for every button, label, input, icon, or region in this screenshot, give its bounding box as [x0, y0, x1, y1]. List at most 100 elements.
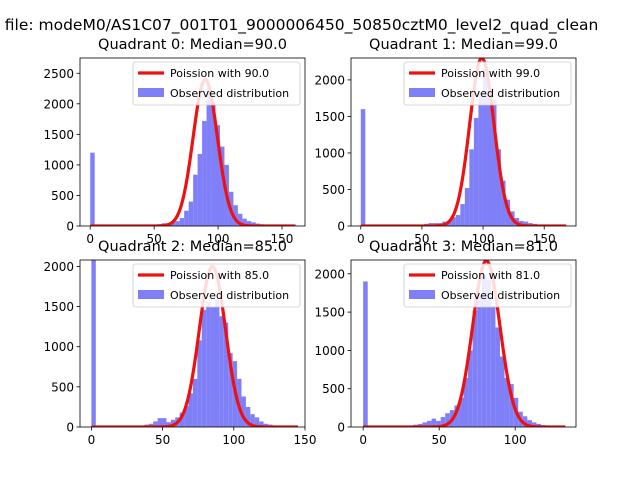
histogram-bar	[519, 220, 524, 226]
y-tick-label: 2000	[43, 260, 74, 274]
x-tick-label: 150	[533, 232, 556, 246]
y-tick-label: 2000	[314, 267, 345, 281]
histogram-bar	[491, 100, 497, 226]
histogram-bar	[458, 397, 464, 427]
x-tick-label: 50	[414, 232, 429, 246]
histogram-bar	[468, 350, 473, 427]
histogram-bar	[427, 420, 432, 427]
histogram-bar	[460, 204, 465, 226]
axes-frame	[350, 57, 577, 227]
y-tick-label: 500	[322, 183, 345, 197]
histogram-bar	[454, 405, 459, 427]
histogram-bar	[197, 153, 203, 226]
x-tick-label: 0	[357, 232, 365, 246]
histogram-bar	[184, 406, 189, 427]
histogram-bar	[210, 306, 215, 427]
histogram-bar	[211, 102, 216, 226]
legend-line-label: Poission with 81.0	[441, 269, 540, 282]
y-tick-label: 0	[66, 421, 74, 435]
histogram-bar	[206, 86, 212, 226]
legend-box	[403, 61, 572, 106]
histogram-bar	[170, 221, 176, 226]
y-tick-label: 0	[337, 220, 345, 234]
x-tick-label: 0	[88, 433, 96, 447]
y-tick-label: 2500	[43, 67, 74, 81]
histogram-bar	[206, 301, 211, 427]
histogram-bar	[242, 218, 247, 226]
histogram-bar	[422, 422, 428, 427]
x-tick-label: 100	[472, 232, 495, 246]
histogram-bar	[170, 419, 176, 427]
histogram-bar	[509, 384, 514, 427]
histogram-bar	[254, 417, 260, 427]
x-tick-label: 0	[86, 232, 94, 246]
y-tick-label: 2000	[43, 97, 74, 111]
x-tick-label: 100	[504, 433, 527, 447]
histogram-bar	[477, 296, 482, 427]
y-tick-label: 500	[51, 380, 74, 394]
histogram-bar	[436, 420, 441, 427]
histogram-bar	[431, 418, 437, 427]
y-tick-label: 500	[322, 382, 345, 396]
histogram-bar	[501, 180, 506, 226]
y-tick-label: 1000	[314, 146, 345, 160]
legend-box	[132, 61, 301, 106]
histogram-bar	[531, 422, 537, 427]
histogram-bar	[473, 117, 479, 226]
histogram-bar	[91, 260, 96, 427]
x-tick-label: 100	[222, 433, 245, 447]
histogram-bar	[215, 300, 220, 427]
histogram-bar	[487, 90, 492, 226]
x-tick-label: 100	[207, 232, 230, 246]
histogram-bar	[188, 201, 194, 226]
histogram-bar	[445, 413, 450, 427]
legend-box	[403, 263, 572, 308]
y-tick-label: 1000	[43, 158, 74, 172]
histogram-bar	[490, 305, 496, 427]
histogram-bar	[157, 418, 163, 427]
histogram-bar	[148, 423, 154, 427]
quadrant-title: Quadrant 3: Median=81.0	[369, 239, 558, 255]
legend-bar-swatch	[409, 88, 435, 97]
y-tick-label: 500	[51, 189, 74, 203]
legend-bar-label: Observed distribution	[170, 289, 289, 302]
legend-bar-label: Observed distribution	[170, 87, 289, 100]
histogram-bar	[469, 149, 474, 226]
poisson-curve	[362, 260, 567, 427]
histogram-bar	[233, 205, 238, 226]
histogram-bar	[451, 217, 456, 226]
x-tick-label: 150	[271, 232, 294, 246]
histogram-bar	[499, 356, 505, 427]
histogram-bar	[201, 309, 207, 427]
histogram-bar	[184, 210, 189, 226]
histogram-bar	[523, 221, 529, 226]
histogram-bar	[463, 377, 469, 427]
histogram-bar	[90, 152, 95, 226]
histogram-bar	[482, 68, 488, 226]
histogram-bar	[496, 149, 502, 226]
histogram-bar	[223, 322, 229, 427]
histogram-bar	[495, 327, 500, 427]
legend-line-label: Poission with 90.0	[170, 67, 269, 80]
histogram-bar	[153, 421, 158, 427]
x-tick-label: 50	[432, 433, 447, 447]
histogram-bar	[215, 125, 220, 226]
histogram-bar	[179, 412, 185, 427]
legend-box	[132, 263, 301, 308]
legend-line-label: Poission with 85.0	[170, 269, 269, 282]
histogram-bar	[250, 414, 255, 427]
histogram-bar	[246, 221, 252, 226]
axes-frame	[79, 259, 306, 428]
histogram-bar	[188, 393, 193, 427]
histogram-bar	[251, 222, 256, 226]
x-tick-label: 150	[294, 433, 317, 447]
histogram-bar	[219, 316, 224, 427]
histogram-bar	[440, 417, 446, 427]
histogram-bar	[162, 418, 167, 427]
histogram-bar	[259, 421, 264, 427]
histogram-bar	[179, 218, 185, 226]
quadrant-title: Quadrant 1: Median=99.0	[369, 37, 558, 53]
